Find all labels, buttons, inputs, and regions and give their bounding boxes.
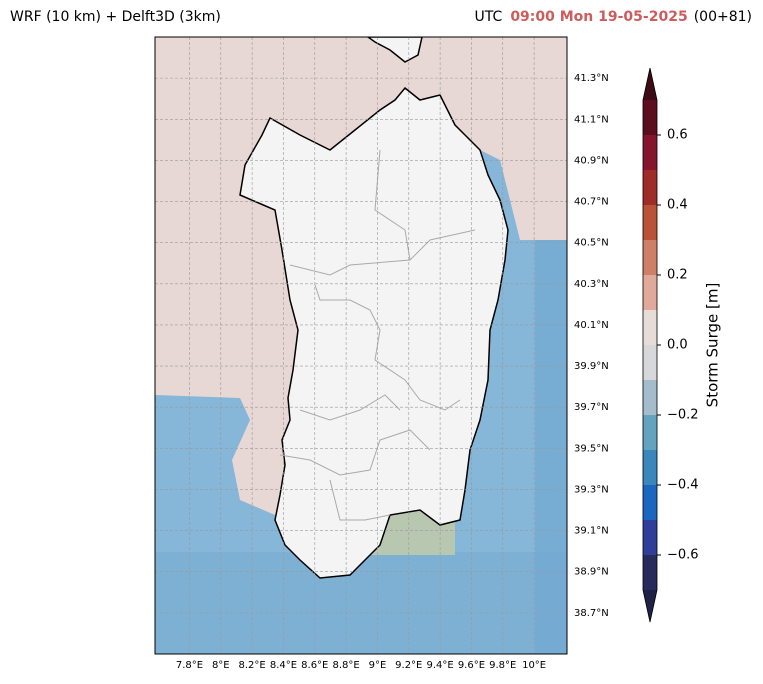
colorbar-bin [643,275,657,310]
colorbar-bin [643,170,657,205]
colorbar-bin [643,205,657,240]
extend-over [643,68,657,100]
lat-label: 39.7°N [574,402,609,413]
lon-label: 9.2°E [395,660,422,671]
lon-label: 9.4°E [426,660,453,671]
island [239,86,509,579]
colorbar-bin [643,485,657,520]
colorbar-tick-label: −0.4 [667,478,699,493]
lat-label: 39.5°N [574,443,609,454]
lat-label: 41.1°N [574,114,609,125]
lon-label: 9.8°E [489,660,516,671]
colorbar-bin [643,345,657,380]
lat-label: 39.3°N [574,484,609,495]
utc: UTC [475,9,503,25]
lon-label: 8.6°E [301,660,328,671]
lead-time: (00+81) [694,9,752,25]
valid-time: 09:00 Mon 19-05-2025 [510,9,687,25]
colorbar-bin [643,555,657,590]
colorbar-bin [643,100,657,135]
left-title: WRF (10 km) + Delft3D (3km) [10,9,221,25]
right-title: UTC 09:00 Mon 19-05-2025 (00+81) [475,9,752,25]
lon-label: 9.6°E [458,660,485,671]
colorbar-bin [643,520,657,555]
lon-label: 7.8°E [176,660,203,671]
lon-label: 9°E [369,660,387,671]
lat-label: 41.3°N [574,73,609,84]
colorbar-bin [643,310,657,345]
colorbar-bin [643,135,657,170]
lat-label: 38.9°N [574,567,609,578]
colorbar-tick-label: 0.2 [667,268,688,283]
lon-label: 8°E [212,660,230,671]
lon-label: 8.8°E [333,660,360,671]
colorbar-tick-label: 0.4 [667,198,688,213]
grid [155,37,567,654]
colorbar-tick-label: −0.6 [667,548,699,563]
lat-label: 39.1°N [574,526,609,537]
colorbar-frame [642,67,658,623]
colorbar-tick-label: −0.2 [667,408,699,423]
extend-under [643,590,657,622]
lat-label: 38.7°N [574,608,609,619]
colorbar-bin [643,380,657,415]
lat-label: 40.7°N [574,197,609,208]
lon-label: 8.4°E [270,660,297,671]
lat-label: 40.9°N [574,155,609,166]
colorbar-bin [643,240,657,275]
map [155,37,567,654]
sea-cell [155,552,567,654]
colorbar-bin [643,450,657,485]
colorbar-tick-label: 0.6 [667,128,688,143]
lon-label: 8.2°E [239,660,266,671]
lon-label: 10°E [522,660,546,671]
lat-label: 40.5°N [574,238,609,249]
sea-surge [155,150,567,654]
sea-cell [535,240,567,654]
colorbar: −0.6 −0.4 −0.2 0.0 0.2 0.4 0.6 Storm Surge [m] [642,67,722,623]
colorbar-label: Storm Surge [m] [704,283,722,408]
lat-label: 40.3°N [574,279,609,290]
colorbar-bin [643,415,657,450]
map-frame [154,36,568,655]
lat-label: 39.9°N [574,361,609,372]
colorbar-tick-label: 0.0 [667,338,688,353]
lat-label: 40.1°N [574,320,609,331]
